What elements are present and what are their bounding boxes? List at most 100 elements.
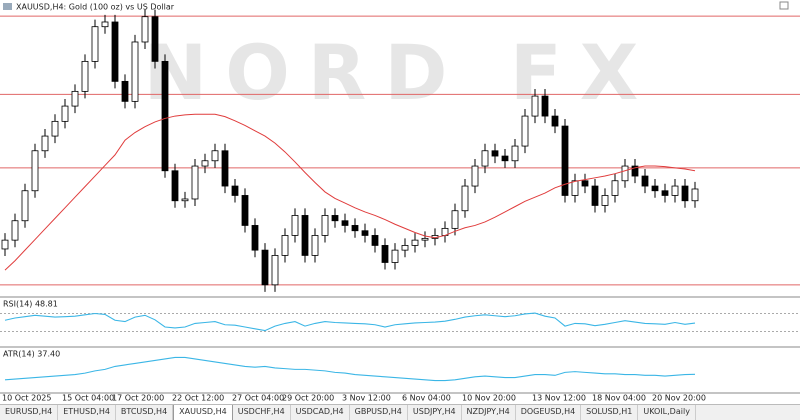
time-label: 27 Oct 04:00 xyxy=(232,394,284,403)
symbol-tab[interactable]: SOLUSD,H1 xyxy=(581,405,639,420)
candle-body xyxy=(331,215,339,222)
candle-body xyxy=(631,165,639,177)
candle-body xyxy=(501,155,509,162)
candle-body xyxy=(201,160,209,167)
window-title: XAUUSD,H4: Gold (100 oz) vs US Dollar xyxy=(16,3,175,12)
candle-body xyxy=(311,235,319,256)
candle-body xyxy=(291,215,299,236)
candle-body xyxy=(391,249,399,263)
time-label: 17 Oct 20:00 xyxy=(112,394,164,403)
symbol-tab[interactable]: UKOIL,Daily xyxy=(638,405,696,420)
symbol-tab[interactable]: USDCHF,H4 xyxy=(233,405,291,420)
candle-body xyxy=(271,255,279,286)
candle-body xyxy=(321,215,329,236)
candle-body xyxy=(481,150,489,167)
candle-body xyxy=(161,60,169,172)
symbol-tab[interactable]: XAUUSD,H4 xyxy=(173,405,233,420)
indicator-title: RSI(14) 48.81 xyxy=(3,300,58,309)
candle-body xyxy=(131,41,139,102)
time-label: 6 Nov 04:00 xyxy=(402,394,451,403)
candle-body xyxy=(521,115,529,147)
candle-body xyxy=(181,198,189,202)
candle-body xyxy=(531,95,539,117)
candle-body xyxy=(1,239,9,250)
candle-body xyxy=(121,80,129,102)
candle-body xyxy=(231,185,239,196)
symbol-tab[interactable]: DOGEUSD,H4 xyxy=(516,405,582,420)
candle-body xyxy=(191,165,199,200)
candle-body xyxy=(261,249,269,286)
symbol-tab[interactable]: USDCAD,H4 xyxy=(291,405,350,420)
candle-body xyxy=(211,150,219,162)
candle-body xyxy=(451,210,459,229)
candle-body xyxy=(41,135,49,152)
candle-body xyxy=(461,185,469,212)
candle-body xyxy=(21,190,29,222)
candle-body xyxy=(221,150,229,187)
tab-bar: EURUSD,H4 ETHUSD,H4 BTCUSD,H4 XAUUSD,H4 USDC… xyxy=(0,404,800,420)
indicator-title: ATR(14) 37.40 xyxy=(3,350,60,359)
moving-average xyxy=(4,113,696,271)
candle-body xyxy=(351,225,359,232)
candle-body xyxy=(361,230,369,236)
candle-body xyxy=(611,180,619,196)
candle-body xyxy=(641,175,649,187)
candle-body xyxy=(561,125,569,196)
candle-body xyxy=(71,90,79,107)
time-label: 15 Oct 04:00 xyxy=(62,394,114,403)
candle-body xyxy=(91,26,99,62)
candle-body xyxy=(61,105,69,122)
candle-body xyxy=(581,180,589,187)
symbol-tab[interactable]: ETHUSD,H4 xyxy=(58,405,116,420)
symbol-tab[interactable]: BTCUSD,H4 xyxy=(116,405,174,420)
candle-body xyxy=(101,21,109,28)
time-label: 13 Nov 12:00 xyxy=(532,394,586,403)
symbol-icon xyxy=(3,3,12,10)
candle-body xyxy=(171,170,179,202)
candle-body xyxy=(571,180,579,196)
candle-body xyxy=(381,245,389,263)
candle-body xyxy=(301,215,309,256)
symbol-tab[interactable]: EURUSD,H4 xyxy=(0,405,59,420)
time-label: 18 Nov 04:00 xyxy=(592,394,646,403)
indicator-line xyxy=(4,356,696,382)
candle-body xyxy=(281,235,289,256)
watermark: NORD FX xyxy=(144,28,657,117)
candle-body xyxy=(541,95,549,117)
candle-body xyxy=(111,21,119,82)
symbol-tab[interactable]: NZDJPY,H4 xyxy=(462,405,516,420)
time-label: 20 Nov 20:00 xyxy=(652,394,706,403)
candle-body xyxy=(411,239,419,246)
candle-body xyxy=(681,185,689,202)
time-label: 3 Nov 12:00 xyxy=(342,394,391,403)
corner-icon xyxy=(779,1,789,10)
time-label: 10 Nov 20:00 xyxy=(462,394,516,403)
candle-body xyxy=(651,185,659,192)
candle-body xyxy=(601,195,609,206)
candle-body xyxy=(241,195,249,226)
candle-body xyxy=(661,190,669,196)
symbol-tab[interactable]: USDJPY,H4 xyxy=(408,405,462,420)
candle-body xyxy=(81,60,89,92)
candle-body xyxy=(51,120,59,137)
candle-body xyxy=(491,150,499,157)
candle-body xyxy=(471,165,479,187)
candle-body xyxy=(511,145,519,162)
candle-body xyxy=(11,220,19,241)
symbol-tab[interactable]: GBPUSD,H4 xyxy=(350,405,408,420)
candle-body xyxy=(31,150,39,192)
candle-body xyxy=(401,245,409,251)
indicator-line xyxy=(4,312,696,332)
candle-body xyxy=(551,115,559,127)
time-label: 29 Oct 20:00 xyxy=(282,394,334,403)
candle-body xyxy=(421,237,429,241)
time-label: 22 Oct 12:00 xyxy=(172,394,224,403)
candle-body xyxy=(341,220,349,226)
candle-body xyxy=(621,165,629,182)
candle-body xyxy=(141,16,149,43)
candle-body xyxy=(151,16,159,62)
candle-body xyxy=(691,188,699,202)
time-label: 10 Oct 2025 xyxy=(2,394,51,403)
candle-body xyxy=(251,225,259,251)
